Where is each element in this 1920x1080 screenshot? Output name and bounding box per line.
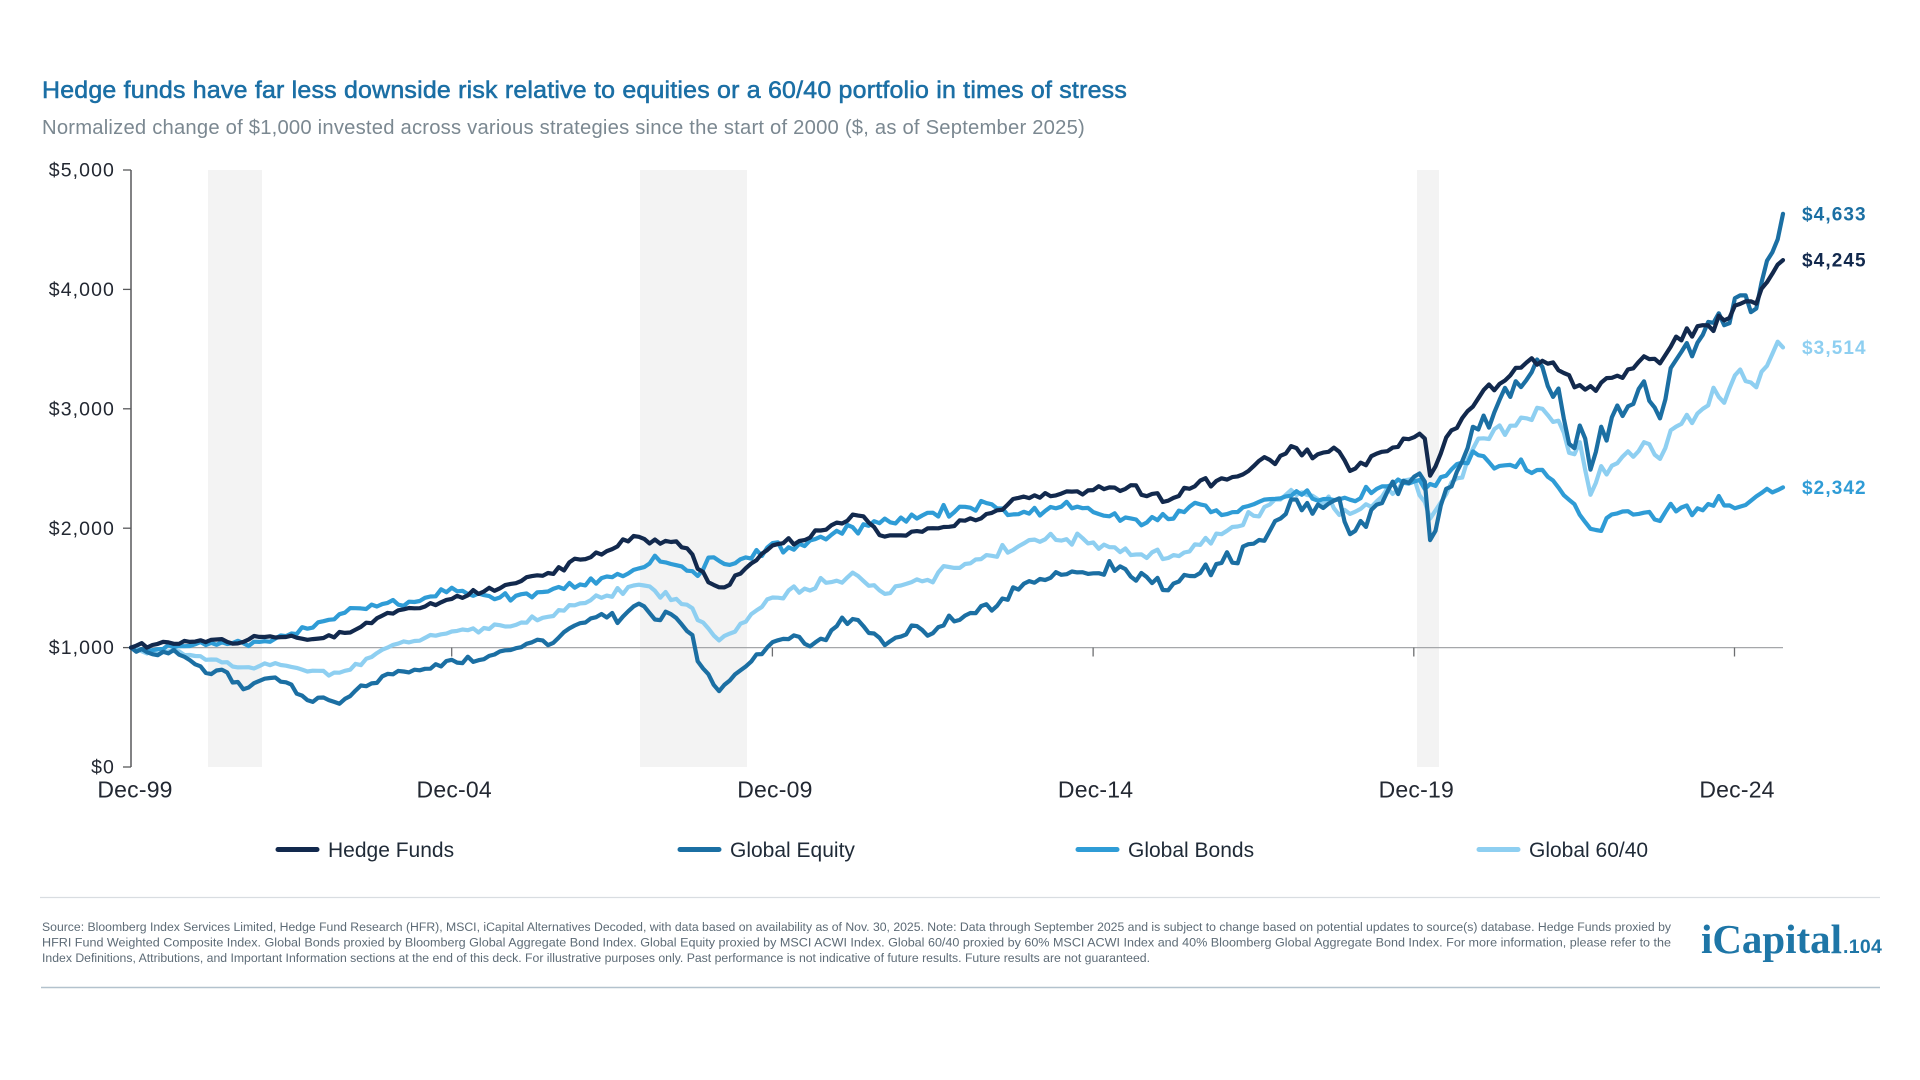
svg-text:Normalized change of $1,000 in: Normalized change of $1,000 invested acr… <box>42 117 1085 139</box>
svg-text:Global Equity: Global Equity <box>730 839 855 862</box>
svg-text:Dec-14: Dec-14 <box>1058 777 1133 803</box>
svg-text:Dec-99: Dec-99 <box>97 777 172 803</box>
svg-text:Dec-04: Dec-04 <box>417 777 492 803</box>
svg-text:Dec-24: Dec-24 <box>1699 777 1774 803</box>
svg-text:$2,000: $2,000 <box>49 518 115 540</box>
svg-text:Global 60/40: Global 60/40 <box>1529 839 1648 862</box>
svg-text:$3,514: $3,514 <box>1802 338 1867 359</box>
svg-text:Hedge Funds: Hedge Funds <box>328 839 454 862</box>
svg-text:HFRI Fund Weighted Composite I: HFRI Fund Weighted Composite Index. Glob… <box>42 936 1671 950</box>
svg-text:$4,245: $4,245 <box>1802 251 1867 272</box>
svg-text:Dec-09: Dec-09 <box>737 777 812 803</box>
svg-text:$0: $0 <box>91 757 115 779</box>
svg-text:$3,000: $3,000 <box>49 398 115 420</box>
svg-text:Source: Bloomberg Index Servic: Source: Bloomberg Index Services Limited… <box>42 920 1672 934</box>
svg-text:.104: .104 <box>1843 936 1882 958</box>
svg-text:$4,000: $4,000 <box>49 279 115 301</box>
svg-text:$4,633: $4,633 <box>1802 205 1867 226</box>
svg-text:Index Definitions, Attribution: Index Definitions, Attributions, and Imp… <box>42 951 1150 965</box>
svg-text:$1,000: $1,000 <box>49 637 115 659</box>
svg-text:Hedge funds have far less down: Hedge funds have far less downside risk … <box>42 77 1127 104</box>
svg-text:iCapital: iCapital <box>1701 916 1842 962</box>
svg-text:$5,000: $5,000 <box>49 160 115 182</box>
svg-text:Dec-19: Dec-19 <box>1379 777 1454 803</box>
svg-text:$2,342: $2,342 <box>1802 478 1867 499</box>
svg-text:Global Bonds: Global Bonds <box>1128 839 1254 862</box>
